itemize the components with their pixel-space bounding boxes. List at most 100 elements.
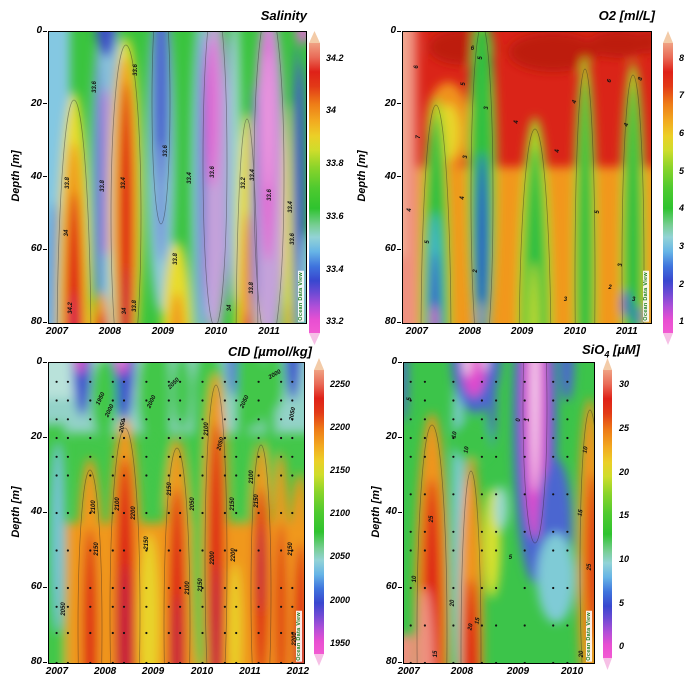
- contour-label: 3: [563, 296, 568, 303]
- ytick-mark: [43, 436, 47, 438]
- colorbar-arrow-up: [663, 31, 673, 43]
- contour-label: 2150: [288, 542, 295, 556]
- salinity-section-plot: Ocean Data View 33.6 33.6 33.8 34 34.2 33.8 33…: [48, 31, 307, 324]
- contour-label: 2150: [229, 497, 236, 511]
- colorbar-label-sio4: 10: [619, 554, 630, 565]
- colorbar-label-cid: 1950: [330, 637, 351, 648]
- contour-label: 10: [412, 575, 419, 583]
- ytick-label-cid: 0: [36, 356, 42, 367]
- contour-label: 33.6: [267, 189, 274, 201]
- contour-label: 3: [484, 105, 491, 110]
- sample-dots: [55, 380, 294, 663]
- xtick-label-salinity: 2009: [151, 326, 174, 337]
- contour-label: 3: [463, 155, 470, 159]
- ytick-label-o2: 60: [384, 243, 396, 255]
- panel-title-sio4: SiO4 [µM]: [420, 342, 640, 360]
- contour-label: 20: [466, 623, 475, 631]
- colorbar-label-o2: 4: [679, 203, 685, 214]
- ytick-mark: [43, 321, 47, 323]
- xtick-label-sio4: 2010: [560, 666, 584, 677]
- contour-label: 33.8: [249, 282, 256, 294]
- colorbar-arrow-down: [314, 654, 324, 666]
- contour-label: 2150: [94, 542, 101, 556]
- contour-label: 34: [121, 308, 128, 315]
- ytick-label-salinity: 20: [30, 97, 42, 109]
- colorbar-label-o2: 5: [679, 165, 685, 176]
- xtick-label-o2: 2009: [510, 326, 534, 337]
- xtick-label-o2: 2010: [563, 326, 587, 337]
- contour-label: 1: [525, 418, 532, 422]
- contour-label: 33.6: [210, 165, 217, 178]
- contour-label: 33.4: [287, 200, 294, 213]
- contour-label: 33.4: [120, 177, 127, 190]
- contour-label: 5: [406, 397, 413, 401]
- colorbar-label-salinity: 33.6: [326, 210, 344, 221]
- panel-title-cid: CID [µmol/kg]: [92, 344, 312, 359]
- contour-label: 20: [578, 650, 585, 658]
- colorbar-o2: [663, 31, 673, 345]
- contour-label: 4: [407, 207, 414, 212]
- title-text: SiO: [581, 342, 605, 357]
- ytick-mark: [397, 248, 401, 250]
- colorbar-label-cid: 2100: [330, 508, 351, 519]
- contour-label: 20: [450, 599, 457, 607]
- contour-label: 3: [631, 296, 636, 303]
- contour-label: 2: [473, 268, 480, 273]
- colorbar-arrow-down: [663, 333, 673, 345]
- contour-label: 5: [424, 239, 431, 244]
- colorbar-label-salinity: 34: [326, 105, 337, 116]
- title-text: [µM]: [609, 342, 640, 357]
- colorbar-label-o2: 3: [679, 241, 685, 251]
- ytick-mark: [398, 436, 402, 438]
- colorbar-label-salinity: 33.4: [326, 263, 344, 274]
- ytick-label-o2: 20: [384, 97, 396, 109]
- colorbar-label-cid: 2150: [330, 465, 351, 476]
- contour-label: 25: [587, 563, 594, 571]
- ytick-label-o2: 0: [390, 25, 396, 36]
- ytick-mark: [397, 30, 401, 32]
- colorbar-label-sio4: 30: [619, 379, 630, 390]
- sio4-section-plot: Ocean Data View 5 10 10 25 10 20 15 20 15 5 0 1 10 15…: [403, 362, 595, 664]
- colorbar-label-o2: 7: [679, 90, 685, 101]
- xtick-label-o2: 2007: [405, 326, 428, 337]
- ytick-mark: [43, 30, 47, 32]
- colorbar-label-salinity: 33.2: [326, 316, 344, 327]
- contour-label: 2200: [131, 506, 138, 520]
- ytick-mark: [398, 586, 402, 588]
- ytick-label-salinity: 0: [36, 25, 42, 36]
- contour-label: 2: [608, 285, 612, 292]
- contour-label: 2200: [210, 551, 217, 565]
- xtick-label-cid: 2010: [190, 666, 214, 677]
- contour-label: 4: [555, 149, 561, 153]
- contour-label: 33.8: [132, 299, 139, 312]
- ytick-label-cid: 40: [30, 506, 42, 517]
- colorbar-label-o2: 2: [679, 278, 685, 289]
- ytick-mark: [397, 176, 401, 177]
- colorbar-label-o2: 6: [679, 127, 685, 138]
- ytick-mark: [43, 661, 47, 663]
- contour-label: 33.6: [133, 63, 140, 76]
- contour-label: 34.2: [67, 302, 74, 315]
- ytick-label-o2: 40: [384, 170, 396, 182]
- ytick-mark: [43, 511, 47, 513]
- ytick-label-salinity: 80: [30, 316, 42, 327]
- ytick-mark: [43, 176, 47, 177]
- odv-watermark: Ocean Data View: [586, 611, 592, 662]
- panel-title-o2: O2 [ml/L]: [435, 8, 655, 23]
- colorbar-arrow-up: [309, 31, 320, 43]
- contour-lines: [56, 32, 285, 323]
- xtick-label-salinity: 2011: [258, 326, 280, 337]
- contour-label: 2200: [230, 548, 237, 562]
- xtick-label-salinity: 2008: [98, 326, 122, 337]
- contour-label: 33.6: [162, 145, 169, 158]
- contour-label: 2100: [90, 500, 97, 514]
- ytick-mark: [398, 661, 402, 663]
- xtick-label-cid: 2012: [286, 666, 310, 677]
- colorbar-arrow-up: [314, 358, 324, 370]
- ytick-label-cid: 80: [30, 656, 42, 667]
- panel-title-salinity: Salinity: [87, 8, 307, 23]
- ytick-mark: [43, 248, 47, 250]
- contour-label: 10: [463, 446, 471, 454]
- odv-watermark: Ocean Data View: [298, 271, 304, 322]
- cid-section-plot: Ocean Data View 1950 2000 2050 2000 2050 2100…: [48, 362, 305, 664]
